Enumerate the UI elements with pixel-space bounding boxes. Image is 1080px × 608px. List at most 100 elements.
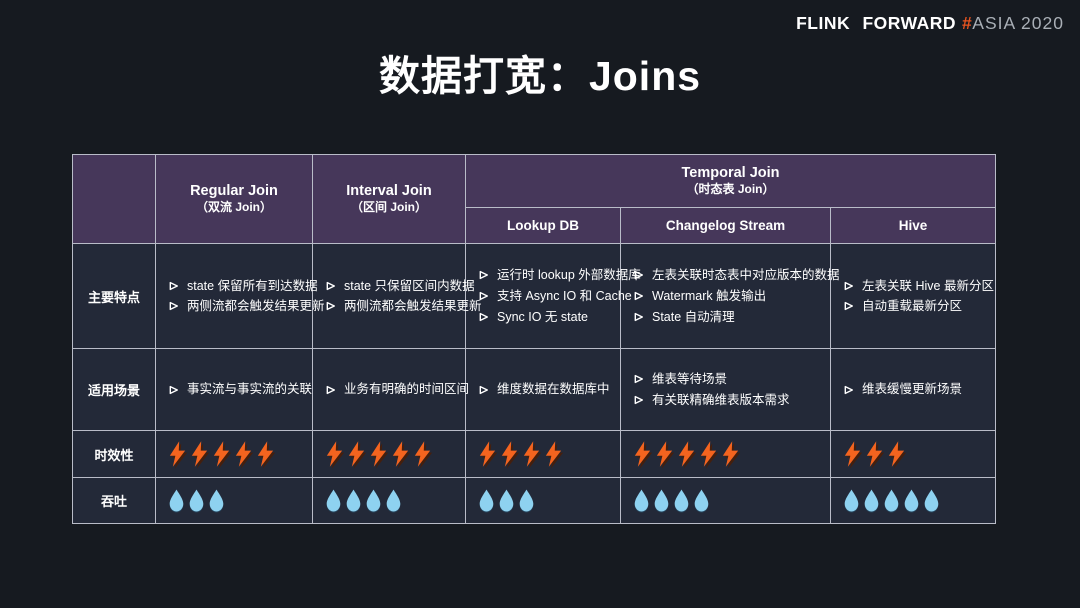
- page-title: 数据打宽：Joins: [378, 53, 702, 99]
- logo-event: ASIA 2020: [972, 13, 1064, 33]
- column-header-lookup-db: Lookup DB: [465, 207, 621, 244]
- bullet-item: state 保留所有到达数据: [169, 278, 318, 294]
- bullet-item: State 自动清理: [634, 309, 824, 325]
- lightning-icon: [326, 441, 343, 467]
- corner-cell: [72, 154, 156, 244]
- conference-logo: FLINK FORWARD #ASIA 2020: [796, 13, 1064, 34]
- arrowhead-right-icon: [634, 395, 643, 404]
- table-row: 适用场景 事实流与事实流的关联 业务有明确的时间区间 维度数据在数据库中 维表等待场景有…: [72, 348, 997, 431]
- header-row-1: Regular Join （双流 Join） Interval Join （区间…: [72, 154, 997, 244]
- table-row: 时效性: [72, 430, 997, 478]
- throughput-rating: [326, 489, 459, 512]
- bullet-item: 自动重载最新分区: [844, 298, 989, 314]
- table-cell: state 只保留区间内数据 两侧流都会触发结果更新: [312, 243, 482, 349]
- arrowhead-right-icon: [634, 271, 643, 280]
- water-drop-icon: [169, 489, 184, 512]
- bullet-text: 左表关联时态表中对应版本的数据: [652, 268, 840, 283]
- bullet-item: 业务有明确的时间区间: [326, 381, 469, 397]
- column-title: Temporal Join: [681, 165, 780, 182]
- water-drop-icon: [884, 489, 899, 512]
- timeliness-rating: [479, 441, 614, 467]
- timeliness-rating: [169, 441, 306, 467]
- table-body: 主要特点 state 保留所有到达数据 两侧流都会触发结果更新 state 只保留区间…: [72, 243, 997, 524]
- joins-comparison-table: Regular Join （双流 Join） Interval Join （区间…: [72, 154, 997, 524]
- table-row: 主要特点 state 保留所有到达数据 两侧流都会触发结果更新 state 只保留区间…: [72, 243, 997, 349]
- table-cell: 事实流与事实流的关联: [155, 348, 313, 431]
- column-title: Regular Join: [190, 183, 278, 200]
- logo-brand: FLINK FORWARD: [796, 13, 957, 33]
- table-cell: [829, 477, 997, 524]
- timeliness-rating: [634, 441, 824, 467]
- table-cell: 维表等待场景有关联精确维表版本需求: [620, 348, 831, 431]
- table-cell: [312, 477, 466, 524]
- water-drop-icon: [479, 489, 494, 512]
- column-header-regular-join: Regular Join （双流 Join）: [155, 154, 313, 244]
- column-subtitle: （时态表 Join）: [686, 182, 775, 197]
- arrowhead-right-icon: [169, 302, 178, 311]
- arrowhead-right-icon: [326, 302, 335, 311]
- bullet-text: 运行时 lookup 外部数据库: [497, 268, 641, 283]
- row-label: 适用场景: [72, 348, 156, 431]
- bullet-text: 维表缓慢更新场景: [862, 382, 963, 397]
- arrowhead-right-icon: [634, 291, 643, 301]
- throughput-rating: [634, 489, 824, 512]
- throughput-rating: [844, 489, 989, 512]
- lightning-icon: [370, 441, 387, 467]
- bullet-text: 支持 Async IO 和 Cache: [497, 288, 632, 303]
- bullet-item: 左表关联 Hive 最新分区: [844, 278, 994, 294]
- header-row-2: Lookup DB Changelog Stream Hive: [73, 207, 997, 244]
- throughput-rating: [169, 489, 306, 512]
- table-cell: [620, 430, 831, 478]
- bullet-text: 维度数据在数据库中: [497, 382, 610, 397]
- lightning-icon: [844, 441, 861, 467]
- water-drop-icon: [634, 489, 649, 512]
- timeliness-rating: [326, 441, 459, 467]
- bullet-text: 左表关联 Hive 最新分区: [862, 278, 994, 293]
- arrowhead-right-icon: [169, 385, 178, 394]
- lightning-icon: [545, 441, 562, 467]
- lightning-icon: [191, 441, 208, 467]
- column-subtitle: （双流 Join）: [195, 200, 272, 215]
- water-drop-icon: [654, 489, 669, 512]
- arrowhead-right-icon: [844, 281, 853, 290]
- lightning-icon: [257, 441, 274, 467]
- row-label: 主要特点: [72, 243, 156, 349]
- bullet-text: state 保留所有到达数据: [187, 278, 318, 293]
- arrowhead-right-icon: [479, 271, 488, 280]
- bullet-item: 有关联精确维表版本需求: [634, 392, 824, 408]
- logo-hash: #: [962, 13, 973, 33]
- bullet-item: 支持 Async IO 和 Cache: [479, 288, 632, 304]
- lightning-icon: [656, 441, 673, 467]
- lightning-icon: [235, 441, 252, 467]
- bullet-text: 两侧流都会触发结果更新: [187, 299, 325, 314]
- water-drop-icon: [346, 489, 361, 512]
- lightning-icon: [479, 441, 496, 467]
- arrowhead-right-icon: [844, 302, 853, 311]
- lightning-icon: [888, 441, 905, 467]
- bullet-text: state 只保留区间内数据: [344, 278, 475, 293]
- lightning-icon: [634, 441, 651, 467]
- table-cell: 维度数据在数据库中: [465, 348, 621, 431]
- bullet-item: 事实流与事实流的关联: [169, 381, 312, 397]
- table-cell: 左表关联 Hive 最新分区自动重载最新分区: [829, 243, 997, 349]
- arrowhead-right-icon: [479, 312, 488, 321]
- water-drop-icon: [924, 489, 939, 512]
- arrowhead-right-icon: [326, 385, 335, 394]
- bullet-text: 事实流与事实流的关联: [187, 382, 313, 397]
- lightning-icon: [722, 441, 739, 467]
- bullet-item: Sync IO 无 state: [479, 309, 614, 325]
- table-row: 吞吐: [72, 477, 997, 524]
- arrowhead-right-icon: [479, 291, 488, 301]
- column-header-hive: Hive: [829, 207, 997, 244]
- water-drop-icon: [864, 489, 879, 512]
- timeliness-rating: [844, 441, 989, 467]
- water-drop-icon: [844, 489, 859, 512]
- bullet-item: 左表关联时态表中对应版本的数据: [634, 267, 840, 283]
- water-drop-icon: [499, 489, 514, 512]
- arrowhead-right-icon: [479, 385, 488, 394]
- bullet-text: 维表等待场景: [652, 372, 728, 386]
- lightning-icon: [700, 441, 717, 467]
- column-header-temporal-join: Temporal Join （时态表 Join）: [464, 154, 997, 208]
- lightning-icon: [348, 441, 365, 467]
- water-drop-icon: [386, 489, 401, 512]
